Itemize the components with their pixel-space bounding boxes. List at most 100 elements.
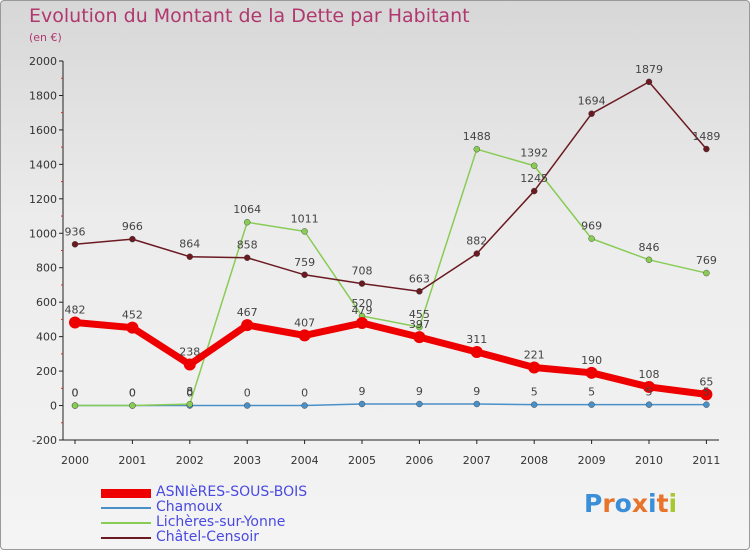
data-point xyxy=(585,366,598,379)
value-labels: 482 452 238 467 407 479 397 311 221 190 108 65 0 0 0 0 0… xyxy=(65,63,721,400)
data-point xyxy=(588,401,595,408)
data-label: 0 xyxy=(129,387,136,400)
series-line-2 xyxy=(75,148,707,407)
data-label: 846 xyxy=(639,241,660,254)
logo-letter: x xyxy=(631,489,648,518)
data-point xyxy=(301,228,308,235)
data-label: 5 xyxy=(703,386,710,399)
x-tick-label: 2007 xyxy=(463,454,491,467)
data-label: 9 xyxy=(359,385,366,398)
data-point xyxy=(473,250,480,257)
data-point xyxy=(531,401,538,408)
x-tick-label: 2005 xyxy=(348,454,376,467)
data-label: 397 xyxy=(409,318,430,331)
data-label: 663 xyxy=(409,272,430,285)
series-line-1 xyxy=(75,403,707,407)
legend-label: Lichères-sur-Yonne xyxy=(156,514,286,530)
data-point xyxy=(703,269,710,277)
legend-swatch xyxy=(101,537,151,539)
logo-letter: i xyxy=(648,489,657,518)
y-tick-label: 1400 xyxy=(29,158,57,171)
data-label: 969 xyxy=(581,220,602,233)
data-point xyxy=(183,358,196,371)
legend-label: Chamoux xyxy=(156,499,223,515)
data-label: 1245 xyxy=(520,172,548,185)
data-label: 221 xyxy=(524,348,545,361)
data-label: 769 xyxy=(696,254,717,267)
data-point xyxy=(416,400,423,408)
data-label: 482 xyxy=(65,304,86,317)
data-label: 1392 xyxy=(520,147,548,160)
data-label: 708 xyxy=(352,265,373,278)
data-point xyxy=(358,280,366,287)
logo-letter: r xyxy=(602,489,615,518)
data-label: 759 xyxy=(294,256,315,269)
data-point xyxy=(69,316,81,329)
data-label: 5 xyxy=(588,386,595,399)
data-label: 0 xyxy=(301,387,308,400)
y-tick-label: 2000 xyxy=(29,55,57,68)
x-tick-label: 2002 xyxy=(176,454,204,467)
y-tick-label: 800 xyxy=(36,262,57,275)
chart-subtitle: (en €) xyxy=(29,31,62,44)
data-label: 8 xyxy=(186,385,193,398)
x-tick-label: 2006 xyxy=(405,454,433,467)
logo-letter: i xyxy=(668,489,678,518)
data-label: 1488 xyxy=(463,130,491,143)
data-point xyxy=(703,401,710,408)
data-point xyxy=(700,388,713,401)
legend-swatch xyxy=(101,522,151,524)
x-tick-label: 2009 xyxy=(578,454,606,467)
data-point xyxy=(298,329,311,342)
data-label: 0 xyxy=(244,387,251,400)
data-point xyxy=(416,288,423,295)
data-label: 65 xyxy=(699,375,713,388)
data-point xyxy=(643,380,655,393)
data-label: 882 xyxy=(466,235,487,248)
data-point xyxy=(416,323,423,331)
axes: -200020040060080010001200140016001800200… xyxy=(29,55,720,467)
data-label: 311 xyxy=(466,333,487,346)
data-point xyxy=(473,400,480,408)
chart-title: Evolution du Montant de la Dette par Hab… xyxy=(29,5,470,27)
legend-label: Châtel-Censoir xyxy=(156,529,260,545)
data-point xyxy=(129,402,136,409)
x-tick-label: 2004 xyxy=(291,454,319,467)
data-point xyxy=(703,145,710,153)
data-label: 1879 xyxy=(635,63,663,76)
proxiti-logo: Proxiti xyxy=(584,489,677,518)
data-point xyxy=(470,345,483,358)
data-point xyxy=(528,361,541,374)
data-label: 1489 xyxy=(692,130,720,143)
data-point xyxy=(129,235,136,243)
data-point xyxy=(301,271,308,278)
data-point xyxy=(186,253,194,260)
data-point xyxy=(243,254,251,261)
legend-swatch xyxy=(101,507,151,509)
data-point xyxy=(243,219,251,226)
data-label: 1011 xyxy=(291,212,319,225)
y-tick-label: 1000 xyxy=(29,227,57,240)
data-label: 479 xyxy=(352,304,373,317)
series-line-3 xyxy=(74,81,707,293)
data-label: 1064 xyxy=(233,203,261,216)
y-tick-label: 1600 xyxy=(29,124,57,137)
data-point xyxy=(531,162,538,169)
y-tick-label: 400 xyxy=(36,331,57,344)
data-label: 5 xyxy=(646,386,653,399)
data-label: 9 xyxy=(416,385,423,398)
data-label: 0 xyxy=(72,387,79,400)
data-point xyxy=(243,402,251,409)
logo-letter: o xyxy=(614,489,632,518)
data-point xyxy=(645,78,653,86)
x-tick-label: 2000 xyxy=(61,454,89,467)
data-point xyxy=(126,321,139,334)
data-label: 864 xyxy=(179,238,200,251)
data-point xyxy=(588,110,595,117)
data-label: 936 xyxy=(65,225,86,238)
y-tick-label: 200 xyxy=(36,365,57,378)
data-label: 452 xyxy=(122,309,143,322)
data-label: 1694 xyxy=(578,95,606,108)
data-label: 190 xyxy=(581,354,602,367)
